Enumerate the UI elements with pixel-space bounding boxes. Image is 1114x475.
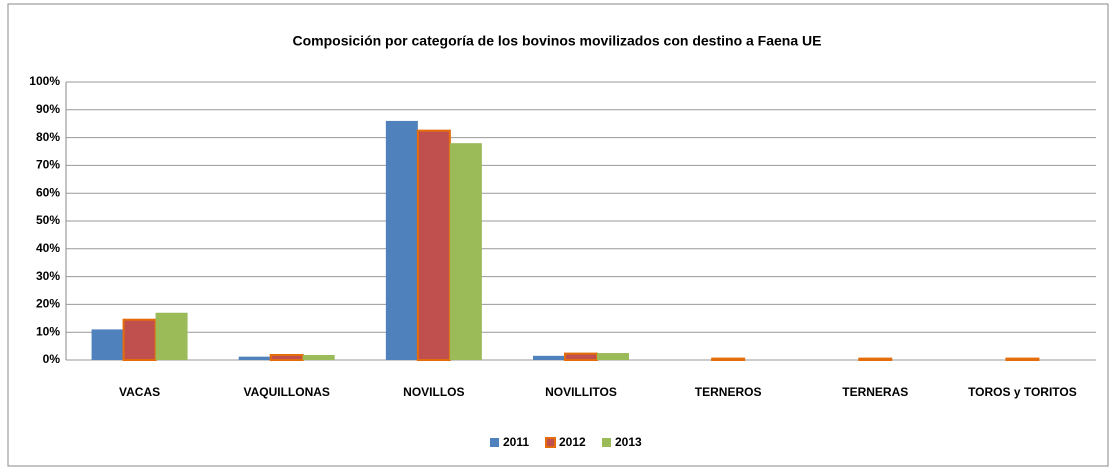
legend-swatch xyxy=(602,438,611,447)
bar xyxy=(385,120,418,360)
y-tick-label: 100% xyxy=(29,74,60,88)
bar xyxy=(449,143,482,360)
bar xyxy=(238,356,271,360)
legend-label: 2013 xyxy=(615,435,642,449)
x-tick-label: TOROS y TORITOS xyxy=(968,385,1077,399)
x-tick-label: VACAS xyxy=(119,385,160,399)
y-tick-label: 40% xyxy=(36,241,60,255)
legend-label: 2011 xyxy=(503,435,529,449)
x-tick-label: VAQUILLONAS xyxy=(243,385,329,399)
legend-swatch xyxy=(490,438,499,447)
y-tick-label: 70% xyxy=(36,158,60,172)
x-tick-label: TERNEROS xyxy=(695,385,762,399)
y-tick-label: 20% xyxy=(36,297,60,311)
legend-swatch xyxy=(545,437,556,448)
y-tick-label: 80% xyxy=(36,130,60,144)
bar xyxy=(122,318,157,362)
bar xyxy=(1005,357,1040,361)
bar xyxy=(269,353,304,362)
y-tick-label: 10% xyxy=(36,324,60,338)
y-tick-label: 30% xyxy=(36,269,60,283)
y-tick-label: 50% xyxy=(36,213,60,227)
y-tick-label: 60% xyxy=(36,185,60,199)
bar xyxy=(564,352,598,361)
bar xyxy=(302,354,335,360)
y-tick-label: 90% xyxy=(36,102,60,116)
x-tick-label: NOVILLOS xyxy=(403,385,464,399)
y-tick-label: 0% xyxy=(43,352,61,366)
x-tick-label: TERNERAS xyxy=(842,385,908,399)
chart-frame xyxy=(7,3,1109,467)
bar xyxy=(711,357,746,361)
x-tick-label: NOVILLITOS xyxy=(545,385,617,399)
bar xyxy=(858,357,893,361)
legend-label: 2012 xyxy=(559,435,586,449)
bar xyxy=(416,129,451,361)
bar xyxy=(155,312,188,360)
chart-title: Composición por categoría de los bovinos… xyxy=(293,33,822,49)
bar xyxy=(533,355,565,360)
bar xyxy=(597,353,629,360)
bar xyxy=(91,329,124,360)
